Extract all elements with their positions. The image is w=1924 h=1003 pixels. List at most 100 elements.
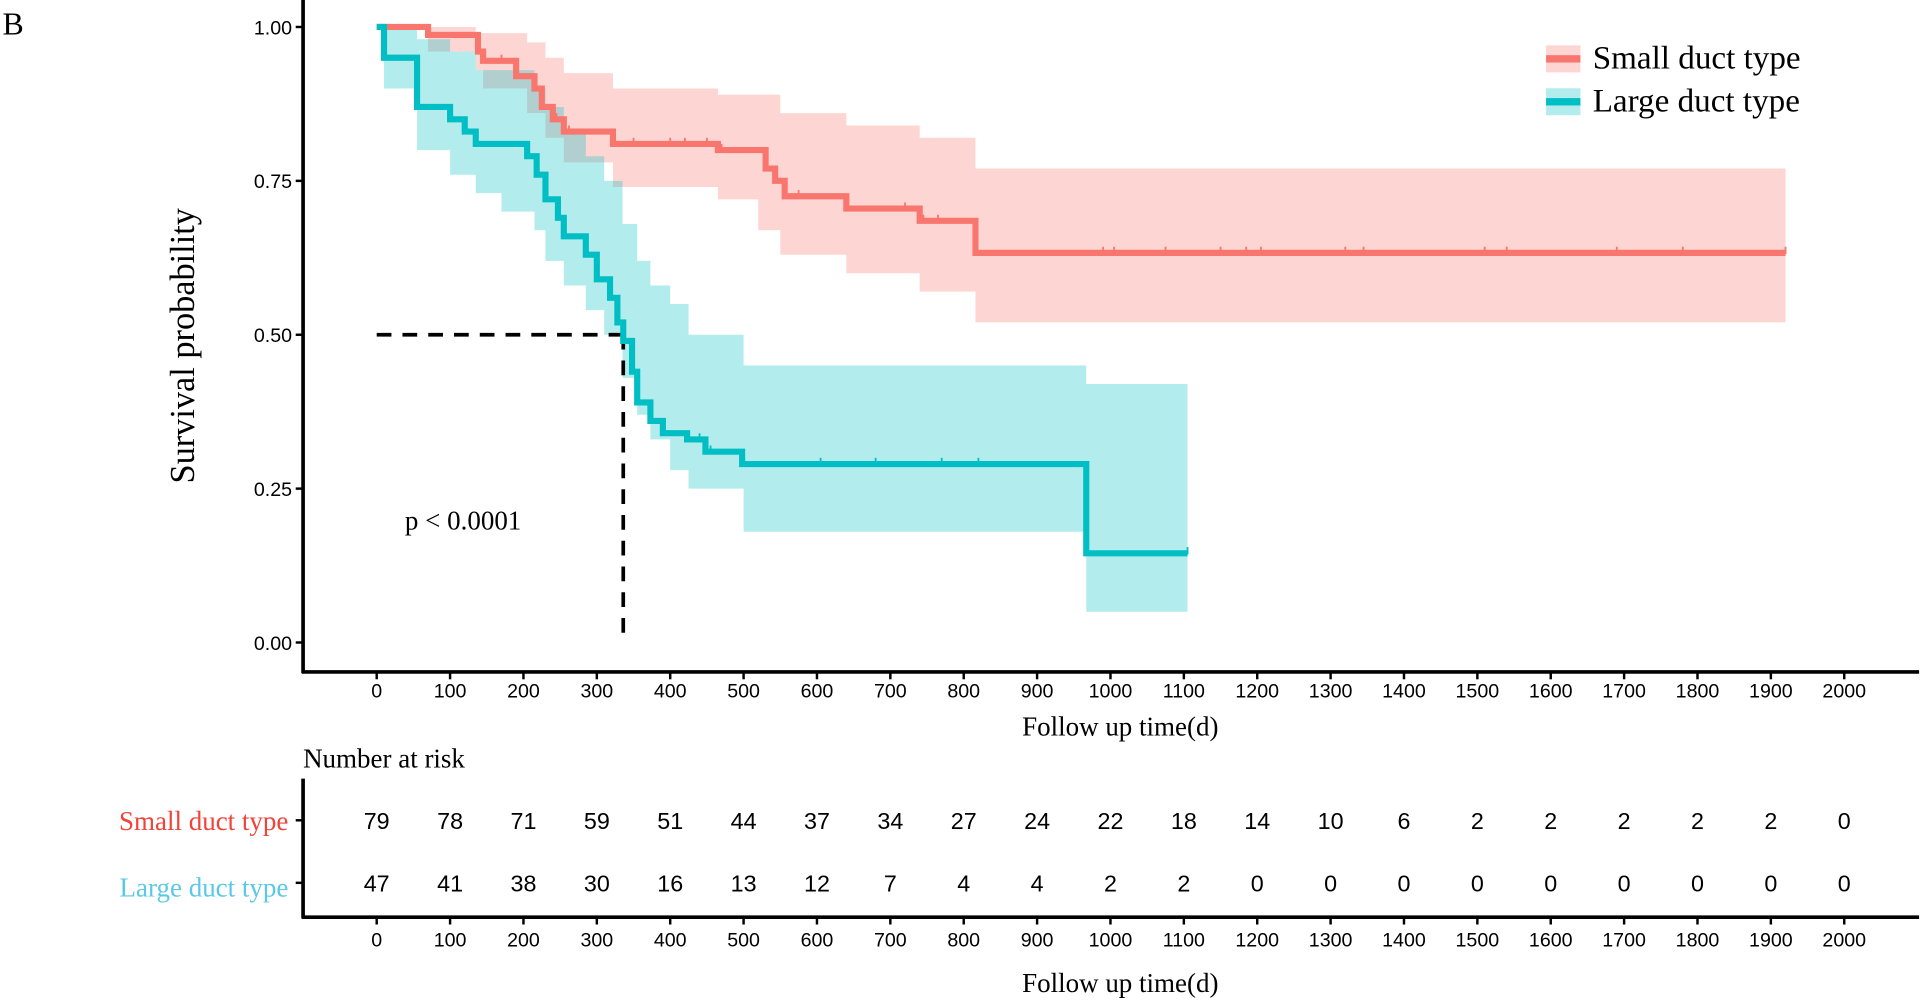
- risk-count: 13: [731, 870, 757, 896]
- legend-label-small: Small duct type: [1593, 40, 1801, 77]
- risk-row-label-small: Small duct type: [119, 806, 288, 836]
- x-tick-label: 1000: [1089, 681, 1133, 703]
- risk-count: 2: [1544, 808, 1557, 834]
- risk-x-tick-label: 1500: [1456, 930, 1500, 952]
- risk-count: 18: [1171, 808, 1197, 834]
- risk-x-tick-label: 2000: [1822, 930, 1866, 952]
- risk-count: 44: [731, 808, 757, 834]
- y-tick-label: 0.75: [254, 171, 292, 193]
- risk-count: 71: [510, 808, 536, 834]
- y-axis-label: Survival probability: [164, 207, 202, 483]
- risk-count: 14: [1244, 808, 1270, 834]
- risk-count: 6: [1397, 808, 1410, 834]
- risk-x-axis-label: Follow up time(d): [1022, 968, 1218, 998]
- risk-x-tick-label: 1400: [1382, 930, 1426, 952]
- risk-count: 10: [1318, 808, 1344, 834]
- risk-count: 37: [804, 808, 830, 834]
- x-axis-label: Follow up time(d): [1022, 712, 1218, 742]
- x-tick-label: 1100: [1163, 681, 1205, 703]
- risk-count: 78: [437, 808, 463, 834]
- risk-x-tick-label: 100: [434, 930, 467, 952]
- ci-band-0: [376, 26, 1786, 323]
- risk-count: 79: [364, 808, 390, 834]
- risk-count: 2: [1177, 870, 1190, 896]
- risk-x-tick-label: 500: [727, 930, 760, 952]
- risk-x-tick-label: 400: [654, 930, 687, 952]
- risk-count: 59: [584, 808, 610, 834]
- risk-x-tick-label: 1100: [1163, 930, 1205, 952]
- x-tick-label: 1200: [1235, 681, 1279, 703]
- risk-x-tick-label: 700: [874, 930, 907, 952]
- risk-count: 2: [1691, 808, 1704, 834]
- risk-x-tick-label: 300: [580, 930, 613, 952]
- risk-count: 0: [1251, 870, 1264, 896]
- y-tick-label: 0.25: [254, 479, 292, 501]
- x-tick-label: 0: [371, 681, 382, 703]
- risk-count: 0: [1838, 808, 1851, 834]
- risk-count: 0: [1691, 870, 1704, 896]
- y-tick-label: 0.00: [254, 633, 292, 655]
- risk-count: 38: [510, 870, 536, 896]
- x-tick-label: 2000: [1822, 681, 1866, 703]
- risk-count: 30: [584, 870, 610, 896]
- x-tick-label: 200: [507, 681, 540, 703]
- risk-count: 27: [951, 808, 977, 834]
- x-tick-label: 1700: [1602, 681, 1646, 703]
- risk-count: 2: [1764, 808, 1777, 834]
- risk-count: 47: [364, 870, 390, 896]
- risk-count: 34: [877, 808, 903, 834]
- survival-plot: 0.00 0.25 0.50 0.75 1.00 0 100 200 300 400 500 600 7…: [254, 0, 1920, 703]
- risk-count: 0: [1764, 870, 1777, 896]
- risk-table-title: Number at risk: [303, 744, 465, 774]
- risk-x-tick-label: 1000: [1089, 930, 1133, 952]
- risk-count: 22: [1098, 808, 1124, 834]
- risk-count: 4: [1031, 870, 1044, 896]
- y-tick-label: 0.50: [254, 325, 292, 347]
- risk-count: 2: [1618, 808, 1631, 834]
- risk-x-tick-label: 800: [947, 930, 980, 952]
- survival-curve-0: [376, 23, 1786, 256]
- x-tick-label: 300: [580, 681, 613, 703]
- risk-count: 24: [1024, 808, 1050, 834]
- risk-x-tick-label: 900: [1021, 930, 1054, 952]
- risk-x-tick-label: 1600: [1529, 930, 1573, 952]
- risk-count: 4: [957, 870, 970, 896]
- risk-count: 0: [1544, 870, 1557, 896]
- risk-count: 0: [1324, 870, 1337, 896]
- risk-x-tick-label: 200: [507, 930, 540, 952]
- x-tick-label: 400: [654, 681, 687, 703]
- x-tick-label: 1600: [1529, 681, 1573, 703]
- survival-curve-1: [376, 23, 1188, 557]
- risk-count: 12: [804, 870, 830, 896]
- risk-x-tick-label: 1900: [1749, 930, 1793, 952]
- x-tick-label: 1500: [1456, 681, 1500, 703]
- risk-x-tick-label: 1200: [1235, 930, 1279, 952]
- risk-row-label-large: Large duct type: [120, 872, 289, 902]
- x-tick-label: 1300: [1309, 681, 1353, 703]
- p-value-annotation: p < 0.0001: [405, 506, 521, 536]
- risk-count: 7: [884, 870, 897, 896]
- risk-x-tick-label: 1800: [1676, 930, 1720, 952]
- risk-count: 0: [1618, 870, 1631, 896]
- x-tick-label: 100: [434, 681, 467, 703]
- risk-count: 2: [1104, 870, 1117, 896]
- risk-count: 2: [1471, 808, 1484, 834]
- risk-x-tick-label: 1300: [1309, 930, 1353, 952]
- x-tick-label: 900: [1021, 681, 1054, 703]
- risk-count: 0: [1397, 870, 1410, 896]
- x-tick-label: 800: [947, 681, 980, 703]
- x-tick-label: 600: [801, 681, 834, 703]
- risk-count: 16: [657, 870, 683, 896]
- x-tick-label: 700: [874, 681, 907, 703]
- x-tick-label: 1900: [1749, 681, 1793, 703]
- legend-label-large: Large duct type: [1593, 83, 1800, 120]
- risk-count: 41: [437, 870, 463, 896]
- legend: Small duct type Large duct type: [1546, 40, 1801, 120]
- risk-x-tick-label: 0: [371, 930, 382, 952]
- risk-x-tick-label: 1700: [1602, 930, 1646, 952]
- y-tick-label: 1.00: [254, 17, 292, 39]
- risk-count: 51: [657, 808, 683, 834]
- x-tick-label: 1400: [1382, 681, 1426, 703]
- risk-count: 0: [1471, 870, 1484, 896]
